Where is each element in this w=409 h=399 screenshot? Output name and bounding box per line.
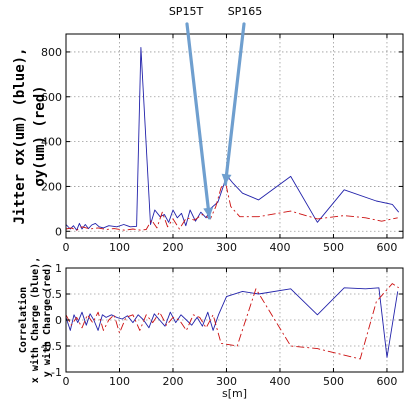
y-tick-label: 0 xyxy=(55,225,62,238)
y-axis-label: Jitter σx(um) (blue), xyxy=(12,47,28,224)
y-tick-label: 1 xyxy=(55,262,62,275)
x-axis-label: s[m] xyxy=(222,387,247,399)
correlation-plot: 0 100 200 300 400 500 600 -1 -0.5 0 0.5 1 Correlatio… xyxy=(17,257,404,399)
annotation-arrow xyxy=(223,22,246,186)
y-tick-label: -1 xyxy=(51,366,62,379)
x-tick-label: 600 xyxy=(376,375,397,388)
y-tick-label: 600 xyxy=(41,91,62,104)
y-axis-label: Correlation xyxy=(17,287,29,353)
y-tick-label: 400 xyxy=(41,136,62,149)
x-tick-label: 400 xyxy=(269,375,290,388)
y-axis-label: x with Charge (blue), xyxy=(29,257,41,383)
y-tick-label: 200 xyxy=(41,180,62,193)
x-tick-label: 600 xyxy=(376,241,397,254)
x-tick-label: 0 xyxy=(63,241,70,254)
y-axis-label: σy(um) (red) xyxy=(32,85,48,186)
jitter-plot: 0 100 200 300 400 500 600 0 200 400 600 800 Jitter σ… xyxy=(12,33,404,254)
annotation-arrowhead xyxy=(203,207,214,218)
x-tick-label: 200 xyxy=(162,375,183,388)
annotations: SP15T SP165 xyxy=(169,5,263,220)
y-tick-label: 800 xyxy=(41,46,62,59)
x-tick-label: 300 xyxy=(216,375,237,388)
annotation-label: SP15T xyxy=(169,5,204,18)
y-tick-label: 0.5 xyxy=(45,288,63,301)
x-tick-label: 200 xyxy=(162,241,183,254)
x-tick-label: 500 xyxy=(323,241,344,254)
x-tick-label: 400 xyxy=(269,241,290,254)
x-tick-label: 100 xyxy=(109,241,130,254)
plot-frame xyxy=(65,33,404,239)
x-tick-label: 500 xyxy=(323,375,344,388)
annotation-label: SP165 xyxy=(228,5,263,18)
blue-series-line xyxy=(65,287,399,358)
blue-series-line xyxy=(65,47,400,231)
x-tick-label: 0 xyxy=(63,375,70,388)
y-axis-label: y with Charge (red) xyxy=(41,263,53,377)
x-tick-label: 100 xyxy=(109,375,130,388)
y-tick-label: 0 xyxy=(55,314,62,327)
annotation-arrowhead xyxy=(221,173,232,185)
x-tick-label: 300 xyxy=(216,241,237,254)
red-series-line xyxy=(65,181,398,231)
red-series-line xyxy=(65,283,399,360)
annotation-arrow xyxy=(185,22,211,220)
y-tick-label: -0.5 xyxy=(41,340,62,353)
